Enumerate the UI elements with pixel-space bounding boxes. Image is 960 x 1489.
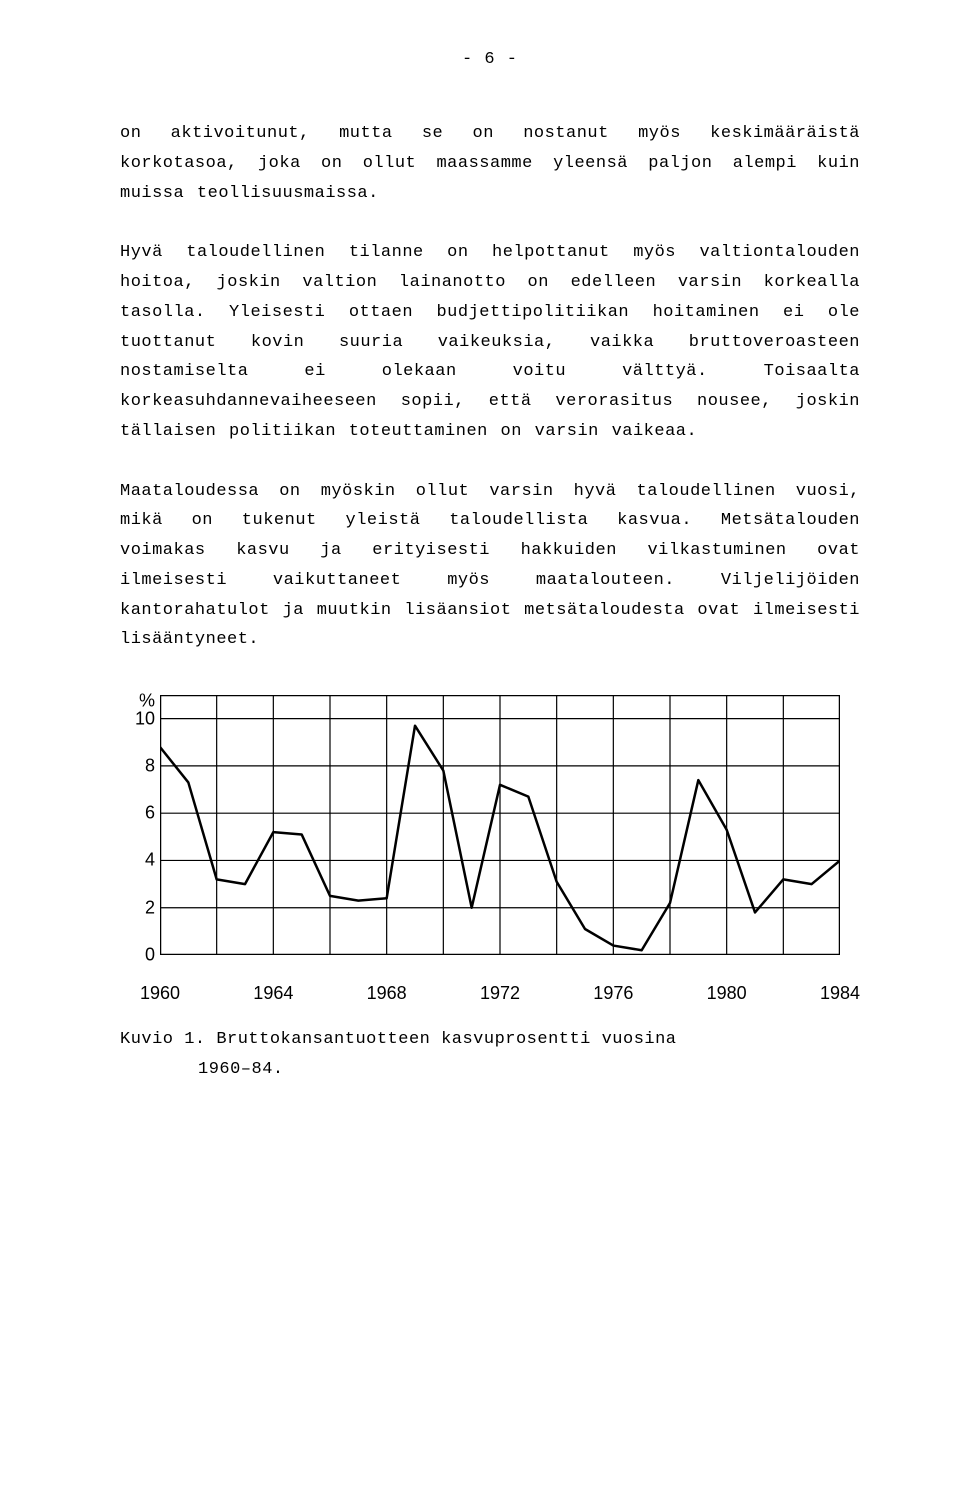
paragraph-3: Maataloudessa on myöskin ollut varsin hy… — [120, 477, 860, 656]
y-tick-label: 2 — [120, 897, 155, 918]
page-number: - 6 - — [120, 50, 860, 69]
paragraph-1: on aktivoitunut, mutta se on nostanut my… — [120, 119, 860, 208]
caption-prefix: Kuvio 1. — [120, 1030, 206, 1049]
y-tick-label: 6 — [120, 803, 155, 824]
line-chart — [160, 695, 840, 955]
caption-text-2: 1960–84. — [198, 1060, 284, 1079]
x-tick-label: 1964 — [253, 983, 293, 1004]
figure-caption: Kuvio 1. Bruttokansantuotteen kasvuprose… — [120, 1025, 860, 1085]
x-tick-label: 1972 — [480, 983, 520, 1004]
x-tick-label: 1984 — [820, 983, 860, 1004]
x-tick-label: 1980 — [707, 983, 747, 1004]
y-axis-labels: %0246810 — [120, 695, 155, 955]
caption-text-1: Bruttokansantuotteen kasvuprosentti vuos… — [216, 1030, 676, 1049]
paragraph-2: Hyvä taloudellinen tilanne on helpottanu… — [120, 238, 860, 446]
x-tick-label: 1976 — [593, 983, 633, 1004]
y-tick-label: 0 — [120, 945, 155, 966]
chart-area: %0246810 1960196419681972197619801984 — [160, 695, 840, 955]
chart-container: %0246810 1960196419681972197619801984 — [120, 695, 860, 955]
y-tick-label: 4 — [120, 850, 155, 871]
x-tick-label: 1968 — [367, 983, 407, 1004]
x-tick-label: 1960 — [140, 983, 180, 1004]
y-tick-label: 10 — [120, 708, 155, 729]
y-tick-label: 8 — [120, 755, 155, 776]
